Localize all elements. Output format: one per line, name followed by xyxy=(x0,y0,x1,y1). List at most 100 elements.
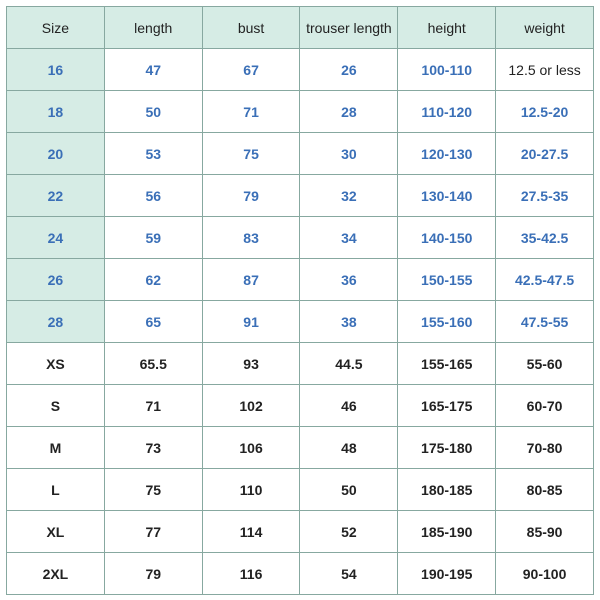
cell-height: 190-195 xyxy=(398,553,496,595)
cell-trouser: 50 xyxy=(300,469,398,511)
cell-weight: 60-70 xyxy=(496,385,594,427)
col-weight: weight xyxy=(496,7,594,49)
cell-weight: 80-85 xyxy=(496,469,594,511)
cell-length: 50 xyxy=(104,91,202,133)
cell-size: 26 xyxy=(7,259,105,301)
cell-height: 180-185 xyxy=(398,469,496,511)
cell-trouser: 48 xyxy=(300,427,398,469)
cell-height: 150-155 xyxy=(398,259,496,301)
cell-length: 73 xyxy=(104,427,202,469)
header-row: Size length bust trouser length height w… xyxy=(7,7,594,49)
cell-bust: 114 xyxy=(202,511,300,553)
cell-weight: 35-42.5 xyxy=(496,217,594,259)
cell-weight: 70-80 xyxy=(496,427,594,469)
cell-height: 165-175 xyxy=(398,385,496,427)
table-body: 16 47 67 26 100-110 12.5 or less 18 50 7… xyxy=(7,49,594,595)
cell-weight: 20-27.5 xyxy=(496,133,594,175)
table-row: M 73 106 48 175-180 70-80 xyxy=(7,427,594,469)
cell-length: 79 xyxy=(104,553,202,595)
cell-bust: 106 xyxy=(202,427,300,469)
cell-height: 155-165 xyxy=(398,343,496,385)
table-row: 18 50 71 28 110-120 12.5-20 xyxy=(7,91,594,133)
cell-size: XS xyxy=(7,343,105,385)
cell-bust: 116 xyxy=(202,553,300,595)
size-chart-table: Size length bust trouser length height w… xyxy=(6,6,594,595)
cell-length: 71 xyxy=(104,385,202,427)
cell-length: 65 xyxy=(104,301,202,343)
cell-length: 62 xyxy=(104,259,202,301)
cell-trouser: 54 xyxy=(300,553,398,595)
cell-trouser: 26 xyxy=(300,49,398,91)
table-row: 20 53 75 30 120-130 20-27.5 xyxy=(7,133,594,175)
table-row: 16 47 67 26 100-110 12.5 or less xyxy=(7,49,594,91)
cell-bust: 102 xyxy=(202,385,300,427)
table-row: XS 65.5 93 44.5 155-165 55-60 xyxy=(7,343,594,385)
cell-trouser: 28 xyxy=(300,91,398,133)
cell-size: 20 xyxy=(7,133,105,175)
cell-bust: 83 xyxy=(202,217,300,259)
cell-size: XL xyxy=(7,511,105,553)
cell-size: L xyxy=(7,469,105,511)
cell-height: 130-140 xyxy=(398,175,496,217)
cell-trouser: 36 xyxy=(300,259,398,301)
cell-size: 2XL xyxy=(7,553,105,595)
table-row: 28 65 91 38 155-160 47.5-55 xyxy=(7,301,594,343)
cell-bust: 91 xyxy=(202,301,300,343)
cell-trouser: 34 xyxy=(300,217,398,259)
cell-height: 100-110 xyxy=(398,49,496,91)
cell-height: 140-150 xyxy=(398,217,496,259)
cell-bust: 79 xyxy=(202,175,300,217)
cell-height: 175-180 xyxy=(398,427,496,469)
cell-length: 75 xyxy=(104,469,202,511)
cell-trouser: 38 xyxy=(300,301,398,343)
cell-weight: 42.5-47.5 xyxy=(496,259,594,301)
col-height: height xyxy=(398,7,496,49)
cell-length: 47 xyxy=(104,49,202,91)
cell-bust: 110 xyxy=(202,469,300,511)
cell-length: 65.5 xyxy=(104,343,202,385)
size-chart-container: Size length bust trouser length height w… xyxy=(0,0,600,600)
cell-size: 24 xyxy=(7,217,105,259)
cell-weight: 12.5 or less xyxy=(496,49,594,91)
table-row: S 71 102 46 165-175 60-70 xyxy=(7,385,594,427)
cell-trouser: 52 xyxy=(300,511,398,553)
cell-trouser: 46 xyxy=(300,385,398,427)
cell-trouser: 30 xyxy=(300,133,398,175)
cell-bust: 67 xyxy=(202,49,300,91)
cell-height: 110-120 xyxy=(398,91,496,133)
cell-bust: 71 xyxy=(202,91,300,133)
cell-height: 155-160 xyxy=(398,301,496,343)
table-row: XL 77 114 52 185-190 85-90 xyxy=(7,511,594,553)
cell-height: 185-190 xyxy=(398,511,496,553)
cell-weight: 12.5-20 xyxy=(496,91,594,133)
cell-trouser: 44.5 xyxy=(300,343,398,385)
table-row: 24 59 83 34 140-150 35-42.5 xyxy=(7,217,594,259)
table-row: 22 56 79 32 130-140 27.5-35 xyxy=(7,175,594,217)
table-row: L 75 110 50 180-185 80-85 xyxy=(7,469,594,511)
cell-height: 120-130 xyxy=(398,133,496,175)
cell-weight: 27.5-35 xyxy=(496,175,594,217)
cell-length: 56 xyxy=(104,175,202,217)
col-bust: bust xyxy=(202,7,300,49)
cell-bust: 93 xyxy=(202,343,300,385)
cell-length: 77 xyxy=(104,511,202,553)
cell-bust: 75 xyxy=(202,133,300,175)
cell-size: 18 xyxy=(7,91,105,133)
col-length: length xyxy=(104,7,202,49)
cell-bust: 87 xyxy=(202,259,300,301)
cell-size: S xyxy=(7,385,105,427)
cell-trouser: 32 xyxy=(300,175,398,217)
cell-length: 53 xyxy=(104,133,202,175)
cell-weight: 55-60 xyxy=(496,343,594,385)
cell-size: M xyxy=(7,427,105,469)
cell-size: 28 xyxy=(7,301,105,343)
cell-weight: 47.5-55 xyxy=(496,301,594,343)
cell-weight: 85-90 xyxy=(496,511,594,553)
cell-size: 16 xyxy=(7,49,105,91)
table-row: 26 62 87 36 150-155 42.5-47.5 xyxy=(7,259,594,301)
cell-weight: 90-100 xyxy=(496,553,594,595)
cell-length: 59 xyxy=(104,217,202,259)
cell-size: 22 xyxy=(7,175,105,217)
col-trouser: trouser length xyxy=(300,7,398,49)
col-size: Size xyxy=(7,7,105,49)
